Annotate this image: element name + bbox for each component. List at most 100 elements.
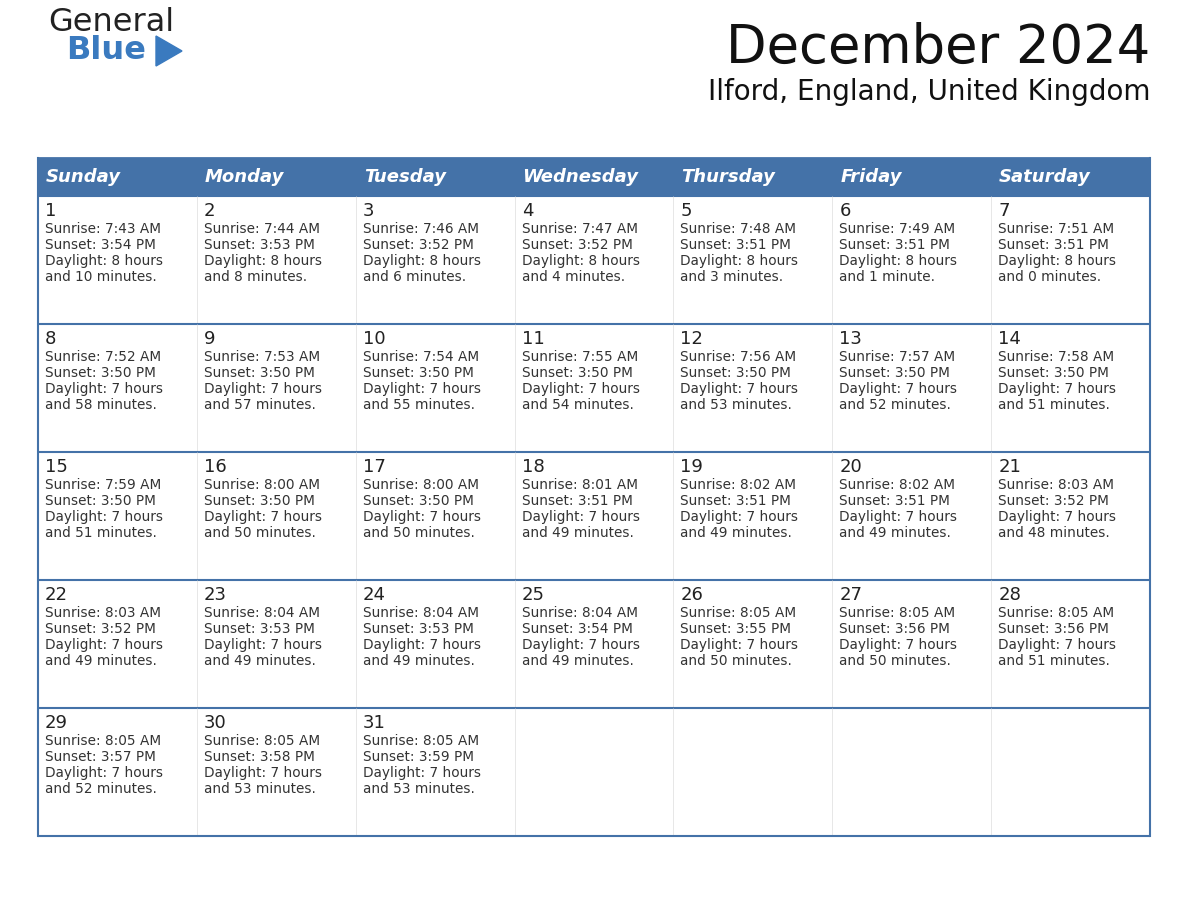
Text: Sunrise: 7:52 AM: Sunrise: 7:52 AM: [45, 350, 162, 364]
Text: Sunset: 3:50 PM: Sunset: 3:50 PM: [681, 366, 791, 380]
Text: and 49 minutes.: and 49 minutes.: [362, 654, 474, 668]
Text: and 6 minutes.: and 6 minutes.: [362, 270, 466, 284]
Text: and 49 minutes.: and 49 minutes.: [522, 526, 633, 540]
Bar: [991, 452, 1150, 580]
Text: and 1 minute.: and 1 minute.: [839, 270, 935, 284]
Text: Sunrise: 8:04 AM: Sunrise: 8:04 AM: [204, 606, 320, 620]
Text: Daylight: 7 hours: Daylight: 7 hours: [45, 638, 163, 652]
Text: Daylight: 7 hours: Daylight: 7 hours: [998, 510, 1117, 524]
Text: and 51 minutes.: and 51 minutes.: [998, 654, 1110, 668]
Text: Sunrise: 7:48 AM: Sunrise: 7:48 AM: [681, 222, 796, 236]
Bar: [197, 452, 355, 580]
Bar: [674, 708, 833, 836]
Text: Daylight: 7 hours: Daylight: 7 hours: [839, 382, 958, 396]
Bar: [833, 324, 991, 452]
Text: and 48 minutes.: and 48 minutes.: [998, 526, 1110, 540]
Text: Daylight: 7 hours: Daylight: 7 hours: [522, 638, 639, 652]
Text: and 50 minutes.: and 50 minutes.: [362, 526, 474, 540]
Text: Sunrise: 7:54 AM: Sunrise: 7:54 AM: [362, 350, 479, 364]
Text: Sunrise: 8:03 AM: Sunrise: 8:03 AM: [998, 478, 1114, 492]
Bar: [674, 196, 833, 324]
Text: Sunset: 3:53 PM: Sunset: 3:53 PM: [362, 622, 474, 636]
Text: and 54 minutes.: and 54 minutes.: [522, 398, 633, 412]
Text: Daylight: 7 hours: Daylight: 7 hours: [681, 638, 798, 652]
Text: Sunset: 3:52 PM: Sunset: 3:52 PM: [362, 238, 474, 252]
Text: Sunset: 3:53 PM: Sunset: 3:53 PM: [204, 622, 315, 636]
Text: Sunset: 3:50 PM: Sunset: 3:50 PM: [45, 494, 156, 508]
Text: Sunset: 3:50 PM: Sunset: 3:50 PM: [362, 494, 474, 508]
Text: 9: 9: [204, 330, 215, 348]
Text: Sunset: 3:50 PM: Sunset: 3:50 PM: [362, 366, 474, 380]
Text: and 55 minutes.: and 55 minutes.: [362, 398, 475, 412]
Bar: [674, 452, 833, 580]
Text: Sunset: 3:56 PM: Sunset: 3:56 PM: [839, 622, 950, 636]
Bar: [355, 196, 514, 324]
Bar: [674, 324, 833, 452]
Text: Daylight: 7 hours: Daylight: 7 hours: [522, 510, 639, 524]
Text: Daylight: 7 hours: Daylight: 7 hours: [839, 638, 958, 652]
Text: Sunset: 3:52 PM: Sunset: 3:52 PM: [45, 622, 156, 636]
Text: Sunrise: 8:02 AM: Sunrise: 8:02 AM: [839, 478, 955, 492]
Text: Daylight: 7 hours: Daylight: 7 hours: [204, 510, 322, 524]
Text: Daylight: 7 hours: Daylight: 7 hours: [204, 766, 322, 780]
Text: Daylight: 7 hours: Daylight: 7 hours: [362, 766, 481, 780]
Text: Daylight: 8 hours: Daylight: 8 hours: [839, 254, 958, 268]
Bar: [674, 580, 833, 708]
Bar: [514, 452, 674, 580]
Text: and 51 minutes.: and 51 minutes.: [45, 526, 157, 540]
Text: Daylight: 7 hours: Daylight: 7 hours: [362, 638, 481, 652]
Text: Daylight: 7 hours: Daylight: 7 hours: [522, 382, 639, 396]
Text: Wednesday: Wednesday: [523, 168, 639, 186]
Bar: [38, 196, 197, 324]
Text: Sunrise: 8:04 AM: Sunrise: 8:04 AM: [522, 606, 638, 620]
Text: 5: 5: [681, 202, 691, 220]
Text: and 49 minutes.: and 49 minutes.: [522, 654, 633, 668]
Text: Sunset: 3:50 PM: Sunset: 3:50 PM: [522, 366, 632, 380]
Bar: [991, 708, 1150, 836]
Text: 6: 6: [839, 202, 851, 220]
Text: Sunrise: 8:00 AM: Sunrise: 8:00 AM: [204, 478, 320, 492]
Bar: [355, 452, 514, 580]
Text: Daylight: 8 hours: Daylight: 8 hours: [204, 254, 322, 268]
Bar: [38, 580, 197, 708]
Text: 4: 4: [522, 202, 533, 220]
Text: Thursday: Thursday: [682, 168, 776, 186]
Text: Sunrise: 7:53 AM: Sunrise: 7:53 AM: [204, 350, 320, 364]
Text: Friday: Friday: [840, 168, 902, 186]
Text: 29: 29: [45, 714, 68, 732]
Text: Daylight: 7 hours: Daylight: 7 hours: [681, 382, 798, 396]
Text: and 49 minutes.: and 49 minutes.: [45, 654, 157, 668]
Bar: [514, 196, 674, 324]
Text: Daylight: 7 hours: Daylight: 7 hours: [998, 382, 1117, 396]
Text: and 53 minutes.: and 53 minutes.: [681, 398, 792, 412]
Text: Daylight: 7 hours: Daylight: 7 hours: [362, 510, 481, 524]
Text: and 53 minutes.: and 53 minutes.: [362, 782, 474, 796]
Text: 24: 24: [362, 586, 386, 604]
Text: Daylight: 7 hours: Daylight: 7 hours: [204, 382, 322, 396]
Bar: [833, 708, 991, 836]
Bar: [355, 324, 514, 452]
Bar: [514, 324, 674, 452]
Text: Sunrise: 8:03 AM: Sunrise: 8:03 AM: [45, 606, 162, 620]
Text: Daylight: 7 hours: Daylight: 7 hours: [45, 382, 163, 396]
Text: Sunday: Sunday: [46, 168, 121, 186]
Bar: [514, 708, 674, 836]
Text: and 50 minutes.: and 50 minutes.: [204, 526, 316, 540]
Bar: [514, 580, 674, 708]
Bar: [355, 580, 514, 708]
Text: Sunset: 3:50 PM: Sunset: 3:50 PM: [45, 366, 156, 380]
Bar: [991, 324, 1150, 452]
Text: and 52 minutes.: and 52 minutes.: [839, 398, 952, 412]
Text: 28: 28: [998, 586, 1020, 604]
Text: Sunset: 3:55 PM: Sunset: 3:55 PM: [681, 622, 791, 636]
Text: Sunrise: 8:05 AM: Sunrise: 8:05 AM: [45, 734, 162, 748]
Bar: [991, 580, 1150, 708]
Text: Sunrise: 7:49 AM: Sunrise: 7:49 AM: [839, 222, 955, 236]
Text: 23: 23: [204, 586, 227, 604]
Text: Monday: Monday: [204, 168, 284, 186]
Bar: [38, 452, 197, 580]
Text: 30: 30: [204, 714, 227, 732]
Text: and 50 minutes.: and 50 minutes.: [839, 654, 952, 668]
Text: 26: 26: [681, 586, 703, 604]
Text: Daylight: 8 hours: Daylight: 8 hours: [998, 254, 1117, 268]
